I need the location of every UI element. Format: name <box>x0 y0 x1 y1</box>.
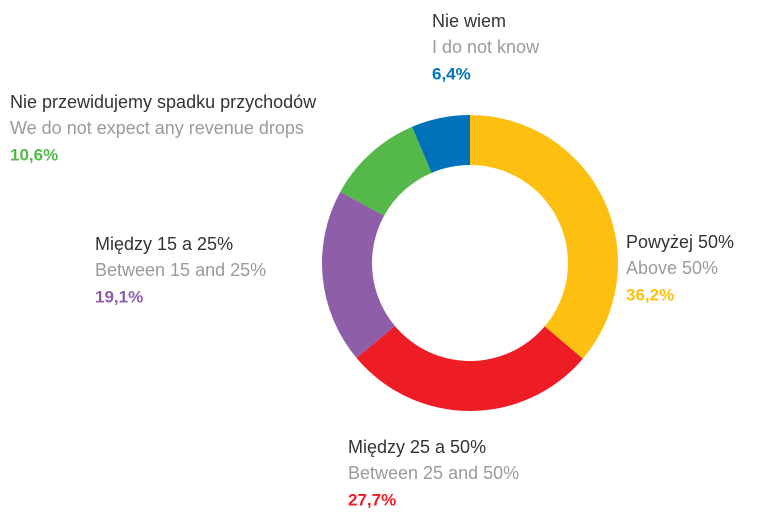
donut-slice <box>470 115 618 359</box>
slice-label: Między 25 a 50% <box>348 437 486 457</box>
slice-translation: Between 15 and 25% <box>95 260 266 280</box>
donut-slice <box>340 126 432 216</box>
value-label: 36,2% <box>626 285 674 304</box>
slice-label: Nie wiem <box>432 11 506 31</box>
slice-translation: I do not know <box>432 37 540 57</box>
value-label: 27,7% <box>348 490 396 509</box>
value-label: 19,1% <box>95 287 143 306</box>
donut-slice <box>412 115 470 173</box>
slice-translation: Between 25 and 50% <box>348 463 519 483</box>
slice-label: Między 15 a 25% <box>95 234 233 254</box>
slice-label: Nie przewidujemy spadku przychodów <box>10 92 317 112</box>
slice-label: Powyżej 50% <box>626 232 734 252</box>
slice-translation: We do not expect any revenue drops <box>10 118 304 138</box>
donut-slice <box>356 325 583 412</box>
value-label: 10,6% <box>10 145 58 164</box>
slice-translation: Above 50% <box>626 258 718 278</box>
value-label: 6,4% <box>432 64 471 83</box>
donut-slice <box>321 191 395 359</box>
